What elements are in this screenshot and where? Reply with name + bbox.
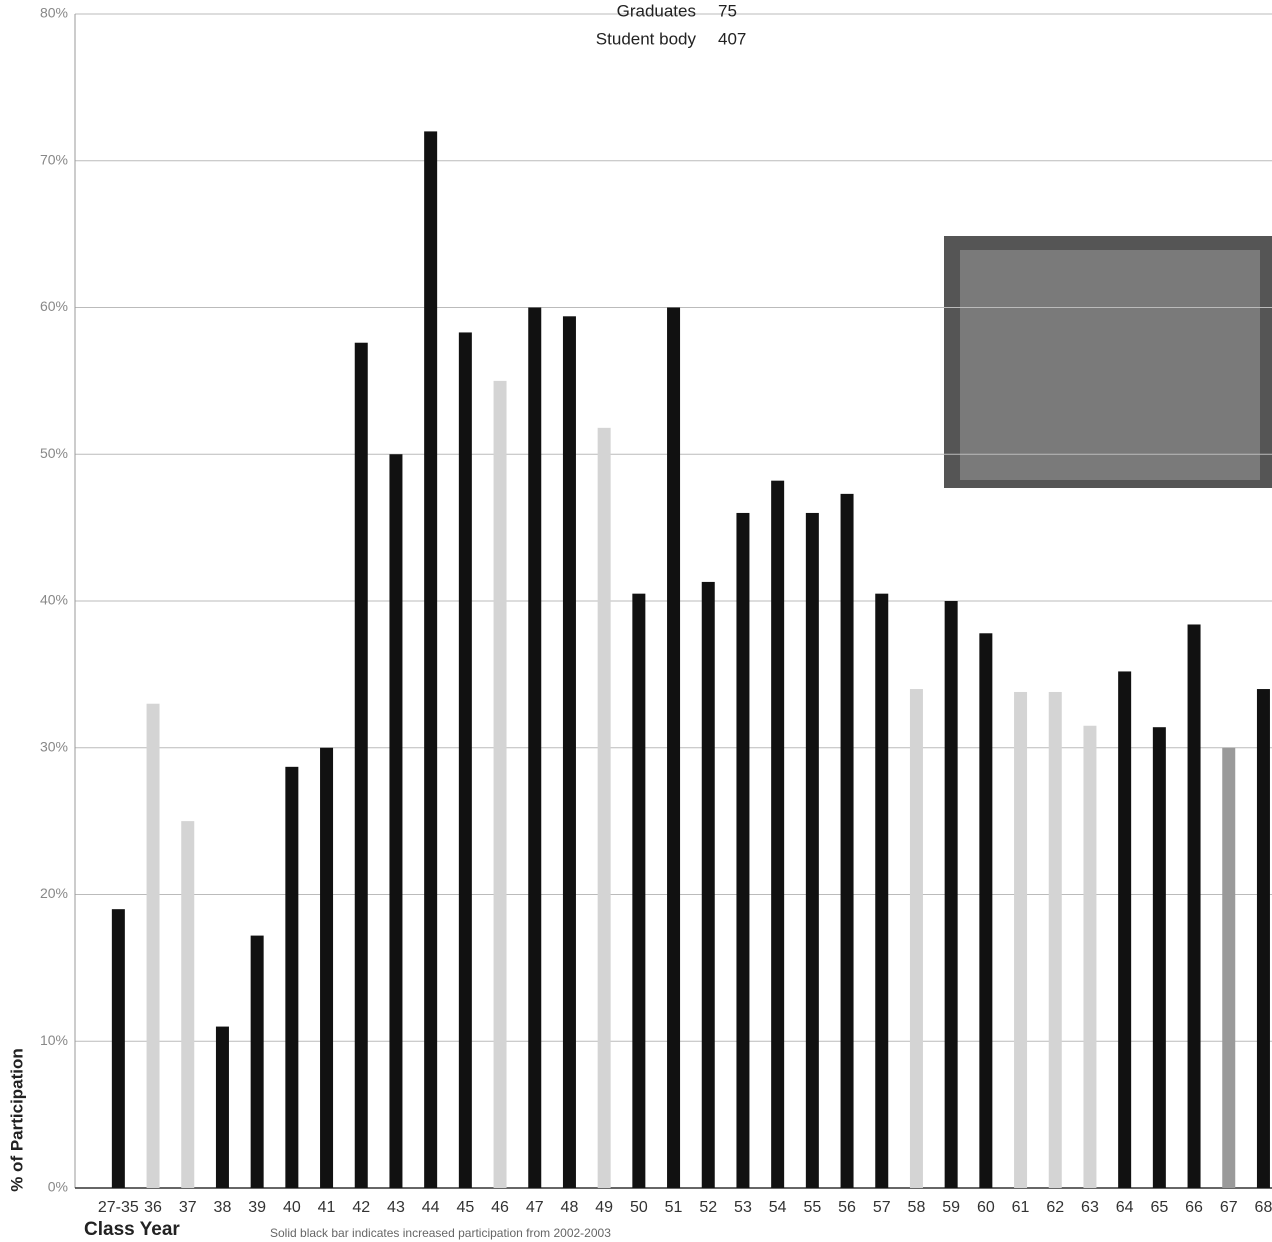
bar [320,747,334,1188]
x-axis-label: Class Year [84,1219,180,1240]
x-tick-label: 61 [1012,1199,1030,1216]
x-tick-label: 51 [665,1199,683,1216]
x-tick-label: 52 [699,1199,717,1216]
photo-detail [960,250,1260,480]
x-tick-label: 37 [179,1199,197,1216]
bar [389,454,403,1188]
y-tick-label: 50% [40,445,68,461]
bar [111,909,125,1188]
bar [840,493,854,1188]
x-tick-label: 39 [248,1199,266,1216]
bar [458,332,472,1188]
bar [597,427,611,1189]
x-tick-label: 68 [1255,1199,1272,1216]
bar [1256,689,1270,1188]
bar [1187,624,1201,1188]
bar [632,593,646,1188]
bar [1014,691,1028,1188]
bar [771,480,785,1188]
x-tick-label: 46 [491,1199,509,1216]
x-tick-label: 55 [803,1199,821,1216]
note: Solid black bar indicates increased part… [270,1226,611,1240]
bar [1083,725,1097,1188]
bar [667,307,681,1188]
bar [736,512,750,1188]
stat-label: Student body [596,29,697,48]
y-axis-label: % of Participation [7,1048,26,1192]
y-tick-label: 0% [48,1179,68,1195]
x-tick-label: 43 [387,1199,405,1216]
bar [181,821,195,1188]
stat-value: 75 [718,1,737,20]
bar [944,601,958,1188]
bar [215,1026,229,1188]
bar [354,342,368,1189]
x-tick-label: 40 [283,1199,301,1216]
x-tick-label: 65 [1150,1199,1168,1216]
stat-label: Graduates [617,1,696,20]
x-tick-label: 36 [144,1199,162,1216]
x-tick-label: 66 [1185,1199,1203,1216]
x-tick-label: 38 [214,1199,232,1216]
bar [285,766,299,1188]
x-tick-label: 48 [561,1199,579,1216]
x-tick-label: 63 [1081,1199,1099,1216]
bar [562,316,576,1188]
x-tick-label: 58 [908,1199,926,1216]
x-tick-label: 53 [734,1199,752,1216]
y-tick-label: 30% [40,738,68,754]
y-tick-label: 10% [40,1032,68,1048]
x-tick-label: 41 [318,1199,336,1216]
bar [424,131,438,1188]
bar [875,593,889,1188]
bar [493,380,507,1188]
x-tick-label: 45 [456,1199,474,1216]
bar [1222,747,1236,1188]
bar [528,307,542,1188]
y-tick-label: 20% [40,885,68,901]
x-tick-label: 57 [873,1199,891,1216]
x-tick-label: 50 [630,1199,648,1216]
bar [979,633,993,1188]
x-tick-label: 59 [942,1199,960,1216]
x-tick-label: 60 [977,1199,995,1216]
x-tick-label: 64 [1116,1199,1134,1216]
x-tick-label: 67 [1220,1199,1238,1216]
bar [250,935,264,1188]
x-tick-label: 62 [1046,1199,1064,1216]
bar [909,689,923,1188]
bar [1118,671,1132,1188]
x-tick-label: 44 [422,1199,440,1216]
bar [146,703,160,1188]
x-tick-label: 56 [838,1199,856,1216]
x-tick-label: 47 [526,1199,544,1216]
bar [1152,727,1166,1188]
x-tick-label: 54 [769,1199,787,1216]
x-tick-label: 49 [595,1199,613,1216]
bar [805,512,819,1188]
x-tick-label: 27-35 [98,1199,139,1216]
y-tick-label: 40% [40,592,68,608]
bar [1048,691,1062,1188]
x-tick-label: 42 [352,1199,370,1216]
y-tick-label: 60% [40,298,68,314]
bar [701,581,715,1188]
y-tick-label: 80% [40,5,68,21]
stat-value: 407 [718,29,746,48]
y-tick-label: 70% [40,151,68,167]
